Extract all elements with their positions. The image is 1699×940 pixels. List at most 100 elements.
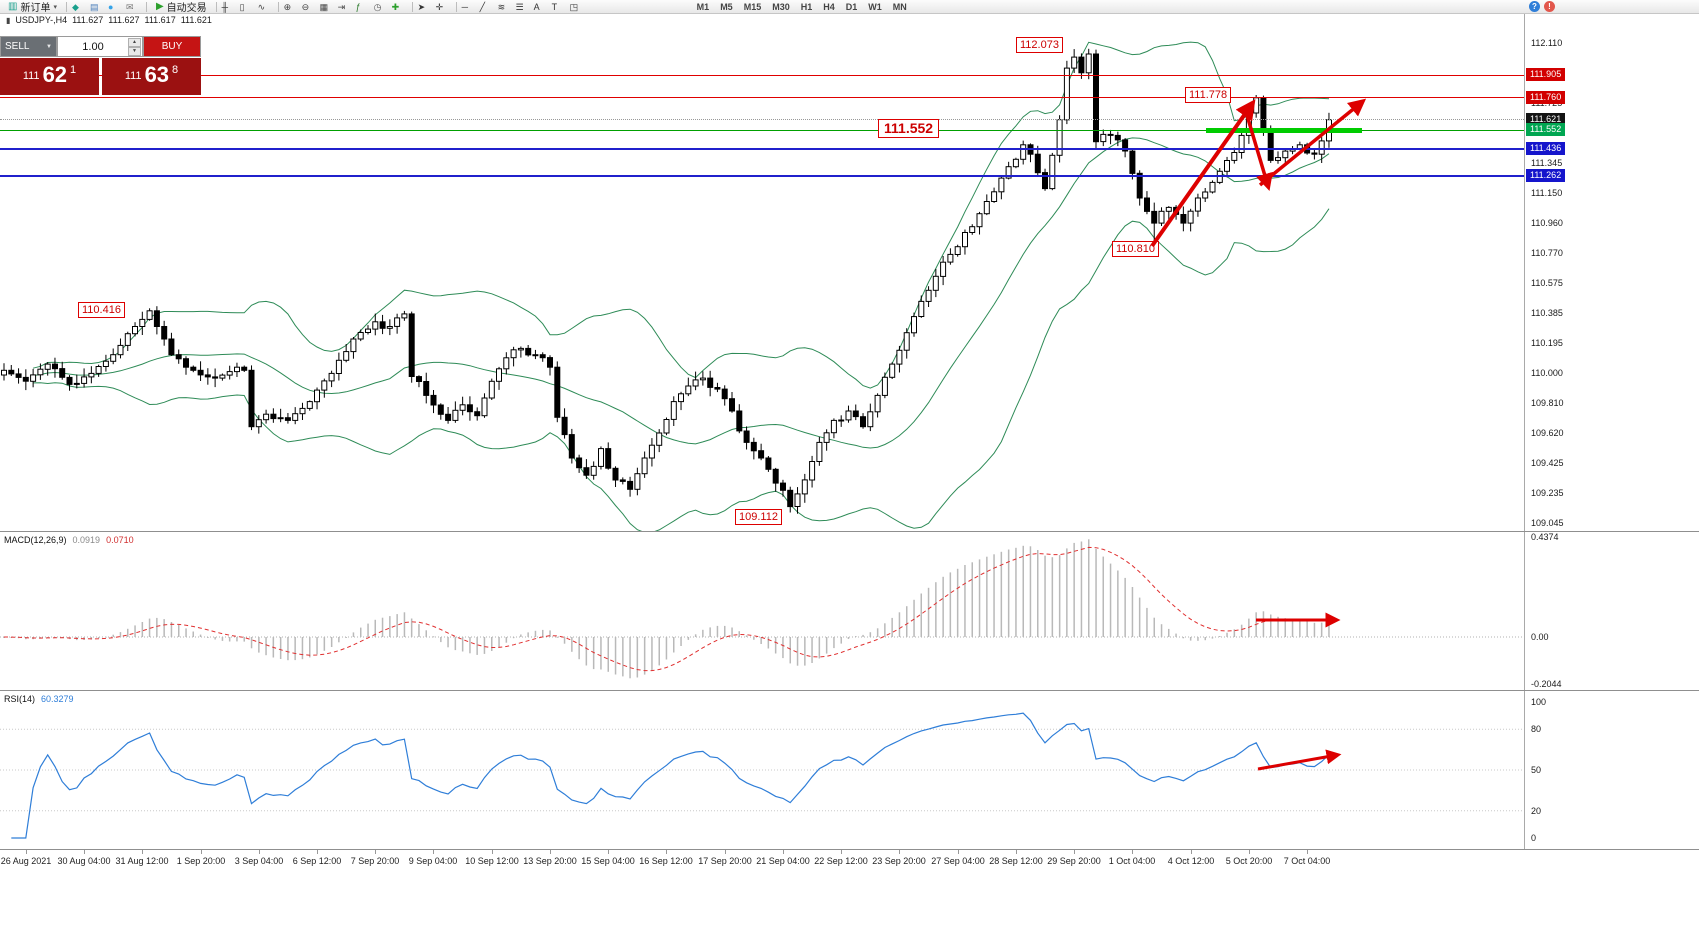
timeframes-menu-icon: ◷	[373, 1, 382, 12]
sell-button[interactable]: SELL ▼	[0, 36, 57, 57]
autotrading-button[interactable]: ▶ 自动交易	[151, 0, 212, 14]
zoom-out-icon: ⊖	[301, 1, 310, 12]
time-axis-label: 30 Aug 04:00	[57, 856, 111, 866]
cursor-tool-button[interactable]: ➤	[417, 0, 434, 13]
help-bubble-button[interactable]: ?	[1529, 1, 1540, 12]
market-watch-icon: ◆	[71, 1, 79, 12]
data-window-icon: ▤	[89, 1, 99, 12]
panel-splitter[interactable]	[0, 531, 1699, 532]
chart-shift-button[interactable]: ⇥	[337, 0, 354, 13]
line-chart-mode-button[interactable]: ∿	[257, 0, 274, 13]
cursor-tool-icon: ➤	[417, 1, 426, 12]
shapes-tool-icon: ◳	[569, 1, 579, 12]
rsi-axis-label: 100	[1531, 697, 1547, 707]
auto-scroll-button[interactable]: ▦	[319, 0, 336, 13]
toolbar-separator	[65, 1, 67, 12]
toolbar-separator	[411, 1, 413, 12]
lot-increase-button[interactable]: ▲	[128, 37, 141, 47]
market-watch-button[interactable]: ◆	[71, 0, 88, 13]
timeframe-w1-button[interactable]: W1	[863, 0, 887, 13]
data-window-button[interactable]: ▤	[89, 0, 106, 13]
terminal-icon: ✉	[125, 1, 134, 12]
timeframe-mn-button[interactable]: MN	[888, 0, 912, 13]
time-axis-tick	[84, 850, 85, 854]
time-axis-tick	[1132, 850, 1133, 854]
timeframes-menu-button[interactable]: ◷	[373, 0, 390, 13]
timeframe-d1-button[interactable]: D1	[841, 0, 863, 13]
rsi-name: RSI(14)	[4, 694, 36, 704]
time-axis-tick	[26, 850, 27, 854]
panel-splitter[interactable]	[0, 690, 1699, 691]
text-tool-button[interactable]: A	[533, 0, 550, 13]
panel-splitter[interactable]	[0, 849, 1699, 850]
rsi-value: 60.3279	[41, 694, 74, 704]
macd-signal-value: 0.0710	[106, 535, 134, 545]
zoom-out-button[interactable]: ⊖	[301, 0, 318, 13]
price-axis[interactable]: 112.110111.725111.345111.150110.960110.7…	[1524, 14, 1699, 850]
time-axis-label: 3 Sep 04:00	[234, 856, 284, 866]
shapes-tool-button[interactable]: ◳	[569, 0, 586, 13]
zoom-in-icon: ⊕	[283, 1, 292, 12]
rsi-panel-canvas[interactable]	[0, 691, 1524, 849]
macd-signal-line	[3, 546, 1330, 672]
bollinger-middle-band	[33, 137, 1330, 449]
time-axis-label: 5 Oct 20:00	[1225, 856, 1273, 866]
toolbar-separator	[215, 1, 217, 12]
lot-decrease-button[interactable]: ▼	[128, 46, 141, 56]
timeframe-m30-button[interactable]: M30	[767, 0, 795, 13]
bollinger-upper-band	[32, 41, 1330, 389]
time-axis-label: 26 Aug 2021	[0, 856, 52, 866]
notification-bubble-button[interactable]: !	[1544, 1, 1555, 12]
price-tick-label: 110.195	[1531, 338, 1563, 348]
sell-price-button[interactable]: 111 62 1	[0, 58, 99, 95]
bid-big-figure: 111	[22, 70, 40, 82]
price-tag: 111.621	[1526, 113, 1566, 126]
fibonacci-tool-button[interactable]: ☰	[515, 0, 532, 13]
candlestick-mode-button[interactable]: ▯	[239, 0, 256, 13]
candles-group	[1, 48, 1332, 514]
ohlc-close: 111.621	[180, 15, 212, 25]
price-chart-canvas[interactable]	[0, 14, 1524, 531]
time-axis-tick	[958, 850, 959, 854]
text-label-tool-button[interactable]: T	[551, 0, 568, 13]
bar-chart-mode-icon: ╫	[221, 1, 229, 12]
add-object-button[interactable]: ✚	[391, 0, 408, 13]
timeframe-h1-button[interactable]: H1	[796, 0, 818, 13]
time-axis[interactable]: 26 Aug 2021 30 Aug 04:00 31 Aug 12:00 1 Sep…	[0, 850, 1699, 874]
ask-pips: 63	[144, 62, 170, 87]
lot-size-field[interactable]: 1.00 ▲ ▼	[57, 36, 143, 57]
new-order-button[interactable]: ▥ 新订单 ▾	[3, 0, 62, 14]
buy-button[interactable]: BUY	[143, 36, 201, 57]
time-axis-tick	[375, 850, 376, 854]
timeframe-m1-button[interactable]: M1	[692, 0, 715, 13]
price-tick-label: 110.385	[1531, 308, 1563, 318]
macd-axis-label: 0.00	[1531, 632, 1549, 642]
indicators-list-button[interactable]: ƒ	[355, 0, 372, 13]
time-axis-tick	[317, 850, 318, 854]
time-axis-label: 7 Sep 20:00	[350, 856, 400, 866]
time-axis-tick	[783, 850, 784, 854]
time-axis-label: 1 Oct 04:00	[1108, 856, 1156, 866]
time-axis-tick	[1016, 850, 1017, 854]
zoom-in-button[interactable]: ⊕	[283, 0, 300, 13]
bar-chart-mode-button[interactable]: ╫	[221, 0, 238, 13]
crosshair-tool-button[interactable]: ✛	[435, 0, 452, 13]
channel-tool-button[interactable]: ≋	[497, 0, 514, 13]
macd-panel-canvas[interactable]	[0, 532, 1524, 690]
timeframe-h4-button[interactable]: H4	[818, 0, 840, 13]
horizontal-line-tool-button[interactable]: ─	[461, 0, 478, 13]
time-axis-label: 4 Oct 12:00	[1167, 856, 1215, 866]
price-tag: 111.552	[1526, 123, 1566, 136]
rsi-trend-arrow	[1257, 749, 1342, 771]
timeframe-m5-button[interactable]: M5	[715, 0, 738, 13]
bollinger-lower-band	[33, 208, 1330, 531]
one-click-trading-panel: SELL ▼ 1.00 ▲ ▼ BUY 111 62 1 111	[0, 36, 201, 95]
ohlc-open: 111.627	[72, 15, 104, 25]
macd-indicator-label: MACD(12,26,9) 0.0919 0.0710	[4, 535, 134, 545]
horizontal-line-tool-icon: ─	[461, 1, 469, 12]
trendline-tool-button[interactable]: ╱	[479, 0, 496, 13]
buy-price-button[interactable]: 111 63 8	[102, 58, 201, 95]
navigator-button[interactable]: ●	[107, 0, 124, 13]
terminal-button[interactable]: ✉	[125, 0, 142, 13]
timeframe-m15-button[interactable]: M15	[739, 0, 767, 13]
